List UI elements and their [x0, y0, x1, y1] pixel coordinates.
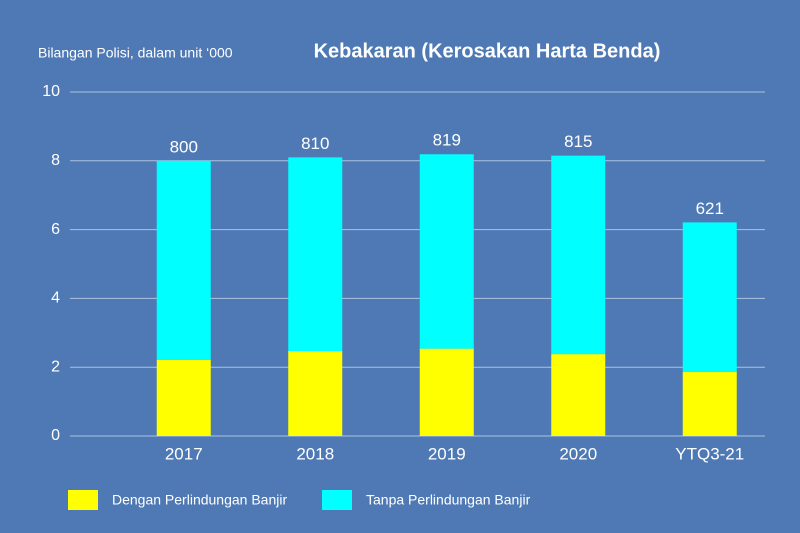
- total-label: 621: [696, 199, 724, 218]
- total-label: 819: [433, 131, 461, 150]
- bar-segment: [419, 154, 474, 349]
- bar-segment: [682, 222, 737, 373]
- y-tick-label: 0: [51, 427, 60, 444]
- bar-segment: [551, 354, 606, 436]
- y-tick-label: 8: [51, 152, 60, 169]
- y-tick-label: 4: [51, 290, 60, 307]
- bar-segment: [682, 372, 737, 436]
- bar-segment: [288, 157, 343, 352]
- y-tick-label: 6: [51, 221, 60, 238]
- total-label: 800: [170, 137, 198, 156]
- legend-swatch: [322, 490, 352, 510]
- y-tick-label: 10: [42, 83, 60, 100]
- bar-segment: [156, 160, 211, 360]
- legend-swatch: [68, 490, 98, 510]
- x-tick-label: 2017: [165, 444, 203, 463]
- chart-title: Kebakaran (Kerosakan Harta Benda): [314, 40, 661, 62]
- bar-segment: [156, 359, 211, 436]
- total-label: 810: [301, 134, 329, 153]
- x-tick-label: 2019: [428, 444, 466, 463]
- legend-label: Dengan Perlindungan Banjir: [112, 492, 287, 508]
- x-tick-label: YTQ3-21: [675, 444, 744, 463]
- total-label: 815: [564, 132, 592, 151]
- bar-segment: [288, 351, 343, 436]
- x-tick-label: 2020: [559, 444, 597, 463]
- bar-segment: [551, 155, 606, 355]
- x-tick-label: 2018: [296, 444, 334, 463]
- bar-segment: [419, 348, 474, 436]
- legend-label: Tanpa Perlindungan Banjir: [366, 492, 531, 508]
- y-tick-label: 2: [51, 358, 60, 375]
- y-axis-label: Bilangan Polisi, dalam unit ‘000: [38, 45, 233, 61]
